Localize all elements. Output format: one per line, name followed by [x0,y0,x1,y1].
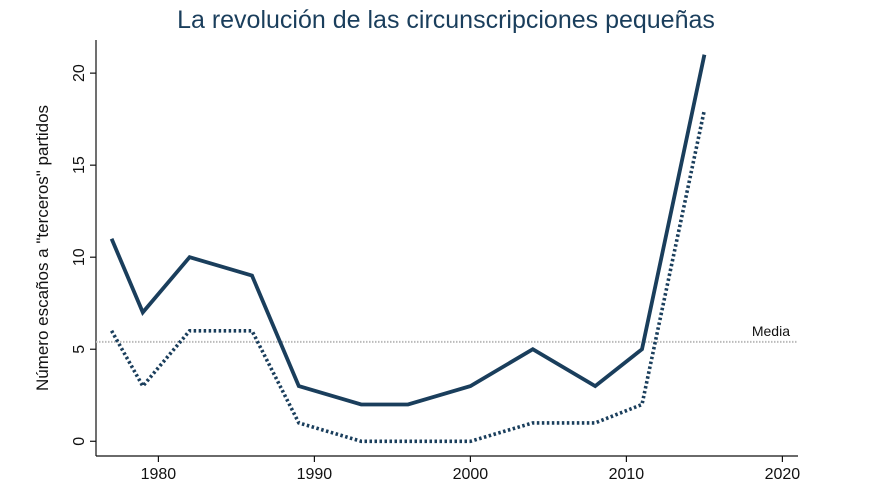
x-tick-label-2010: 2010 [609,466,645,483]
plot-area [95,40,798,457]
x-tick-label-1980: 1980 [141,466,177,483]
y-axis-title: Número escaños a "terceros" partidos [33,105,52,391]
series-layer [109,54,707,444]
series-line-1 [109,54,707,407]
y-tick-label-20: 20 [71,64,88,82]
y-tick-label-10: 10 [71,248,88,266]
y-axis-ticks: 0 5 10 15 20 [71,64,96,446]
x-tick-label-1990: 1990 [297,466,333,483]
x-tick-label-2020: 2020 [765,466,801,483]
y-tick-label-0: 0 [71,437,88,446]
y-tick-label-15: 15 [71,156,88,174]
chart-title: La revolución de las circunscripciones p… [177,6,715,34]
x-tick-label-2000: 2000 [453,466,489,483]
y-tick-label-5: 5 [71,345,88,354]
reference-line-label: Media [752,323,790,339]
x-axis-ticks: 1980 1990 2000 2010 2020 [141,456,801,483]
series-line-2 [110,109,707,444]
